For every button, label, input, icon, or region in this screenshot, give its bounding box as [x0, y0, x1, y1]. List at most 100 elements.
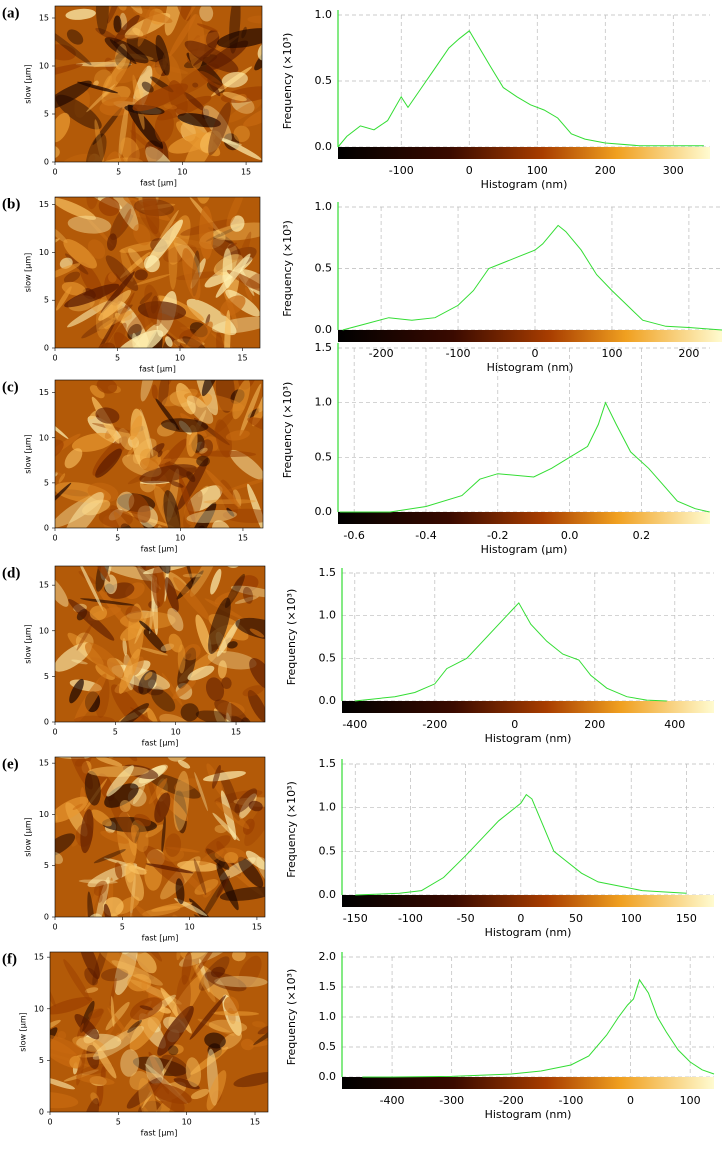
afm-texture	[132, 27, 144, 37]
afm-texture	[76, 81, 119, 94]
afm-texture	[120, 249, 134, 282]
afm-texture	[134, 828, 141, 844]
afm-texture	[186, 395, 214, 424]
afm-texture	[104, 151, 120, 162]
afm-texture	[104, 783, 139, 808]
afm-texture	[142, 906, 181, 917]
panel-label: (d)	[2, 565, 20, 581]
x-tick-label: 5	[116, 168, 121, 177]
afm-texture	[105, 255, 139, 291]
afm-texture	[180, 703, 199, 722]
afm-texture	[110, 995, 115, 1027]
afm-texture	[174, 778, 200, 792]
afm-texture	[168, 633, 183, 653]
y-axis-label: Frequency (×10³)	[285, 969, 298, 1066]
x-axis-label: Histogram (µm)	[481, 543, 568, 556]
afm-texture	[64, 448, 83, 469]
afm-texture	[196, 450, 257, 457]
x-tick-label: -200	[499, 1094, 524, 1107]
afm-texture	[111, 684, 148, 722]
y-tick-label: 10	[39, 810, 49, 819]
afm-texture	[238, 955, 262, 989]
afm-texture	[100, 968, 129, 982]
afm-texture	[95, 757, 123, 767]
afm-texture	[134, 274, 171, 286]
panel-label: (f)	[2, 951, 17, 967]
afm-texture	[98, 197, 120, 217]
afm-texture	[199, 6, 214, 22]
afm-texture	[167, 608, 184, 632]
x-tick-label: 10	[177, 168, 187, 177]
x-tick-label: 5	[115, 354, 120, 363]
y-tick-label: 0.0	[315, 505, 333, 518]
afm-texture	[117, 725, 140, 748]
afm-texture	[113, 15, 122, 33]
afm-texture	[204, 835, 231, 855]
afm-texture	[64, 283, 120, 308]
x-axis-label: fast [µm]	[139, 365, 176, 374]
afm-texture	[208, 102, 231, 156]
afm-texture	[126, 36, 166, 63]
x-tick-label: -0.6	[343, 529, 364, 542]
afm-texture	[120, 621, 147, 641]
afm-texture	[85, 133, 107, 162]
afm-texture	[50, 972, 56, 1007]
y-axis-label: Frequency (×10³)	[285, 589, 298, 686]
y-tick-label: 0.5	[319, 844, 337, 857]
x-tick-label: -0.2	[487, 529, 508, 542]
image-frame	[49, 951, 269, 1113]
afm-texture	[215, 801, 250, 830]
x-tick-label: -0.4	[415, 529, 436, 542]
afm-texture	[187, 502, 217, 528]
afm-image	[55, 725, 265, 917]
afm-texture	[84, 987, 99, 993]
afm-texture	[168, 1045, 179, 1056]
afm-texture	[105, 1001, 130, 1031]
afm-texture	[95, 407, 120, 424]
y-axis-label: slow [µm]	[24, 817, 33, 857]
afm-texture	[114, 862, 123, 880]
x-axis-label: Histogram (nm)	[481, 178, 568, 191]
afm-texture	[78, 879, 118, 884]
afm-texture	[87, 239, 106, 259]
afm-texture	[227, 242, 237, 249]
afm-texture	[227, 641, 238, 649]
afm-texture	[139, 620, 152, 632]
y-tick-label: 15	[39, 759, 49, 768]
y-tick-label: 0.0	[315, 323, 333, 336]
x-tick-label: 15	[238, 534, 248, 543]
afm-texture	[208, 597, 231, 654]
x-tick-label: 50	[569, 912, 583, 925]
afm-texture	[89, 318, 117, 348]
afm-texture	[226, 712, 234, 722]
afm-texture	[98, 883, 108, 904]
afm-texture	[138, 1078, 158, 1112]
afm-texture	[120, 523, 134, 528]
x-tick-label: 15	[252, 923, 262, 932]
afm-texture	[127, 248, 145, 269]
afm-texture	[199, 206, 214, 260]
afm-texture	[217, 28, 262, 49]
afm-texture	[74, 90, 90, 118]
afm-texture	[219, 1032, 243, 1050]
afm-texture	[120, 137, 140, 162]
afm-texture	[61, 281, 86, 296]
afm-texture	[141, 197, 160, 235]
afm-texture	[76, 1053, 101, 1058]
histogram-line	[342, 224, 723, 331]
afm-texture	[206, 29, 220, 48]
afm-texture	[97, 550, 109, 561]
afm-texture	[201, 380, 226, 397]
afm-texture	[67, 300, 112, 328]
histogram-line	[355, 793, 687, 896]
afm-texture	[65, 8, 96, 20]
y-tick-label: 5	[44, 861, 49, 870]
afm-texture	[139, 464, 197, 484]
afm-texture	[205, 848, 230, 870]
afm-texture	[247, 690, 265, 722]
afm-texture	[129, 566, 160, 594]
afm-texture	[184, 40, 239, 73]
image-frame	[54, 5, 263, 163]
afm-texture	[79, 952, 100, 980]
